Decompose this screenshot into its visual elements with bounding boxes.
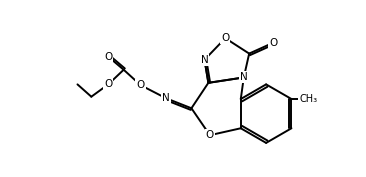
Text: N: N [240,72,248,82]
Text: CH₃: CH₃ [299,94,317,104]
Text: O: O [137,80,145,90]
Text: O: O [104,52,112,62]
Text: O: O [104,79,112,89]
Text: O: O [206,130,214,140]
Text: N: N [162,93,170,103]
Text: O: O [221,33,229,43]
Text: O: O [269,38,277,48]
Text: N: N [201,55,208,65]
Text: CH₃: CH₃ [299,94,317,104]
